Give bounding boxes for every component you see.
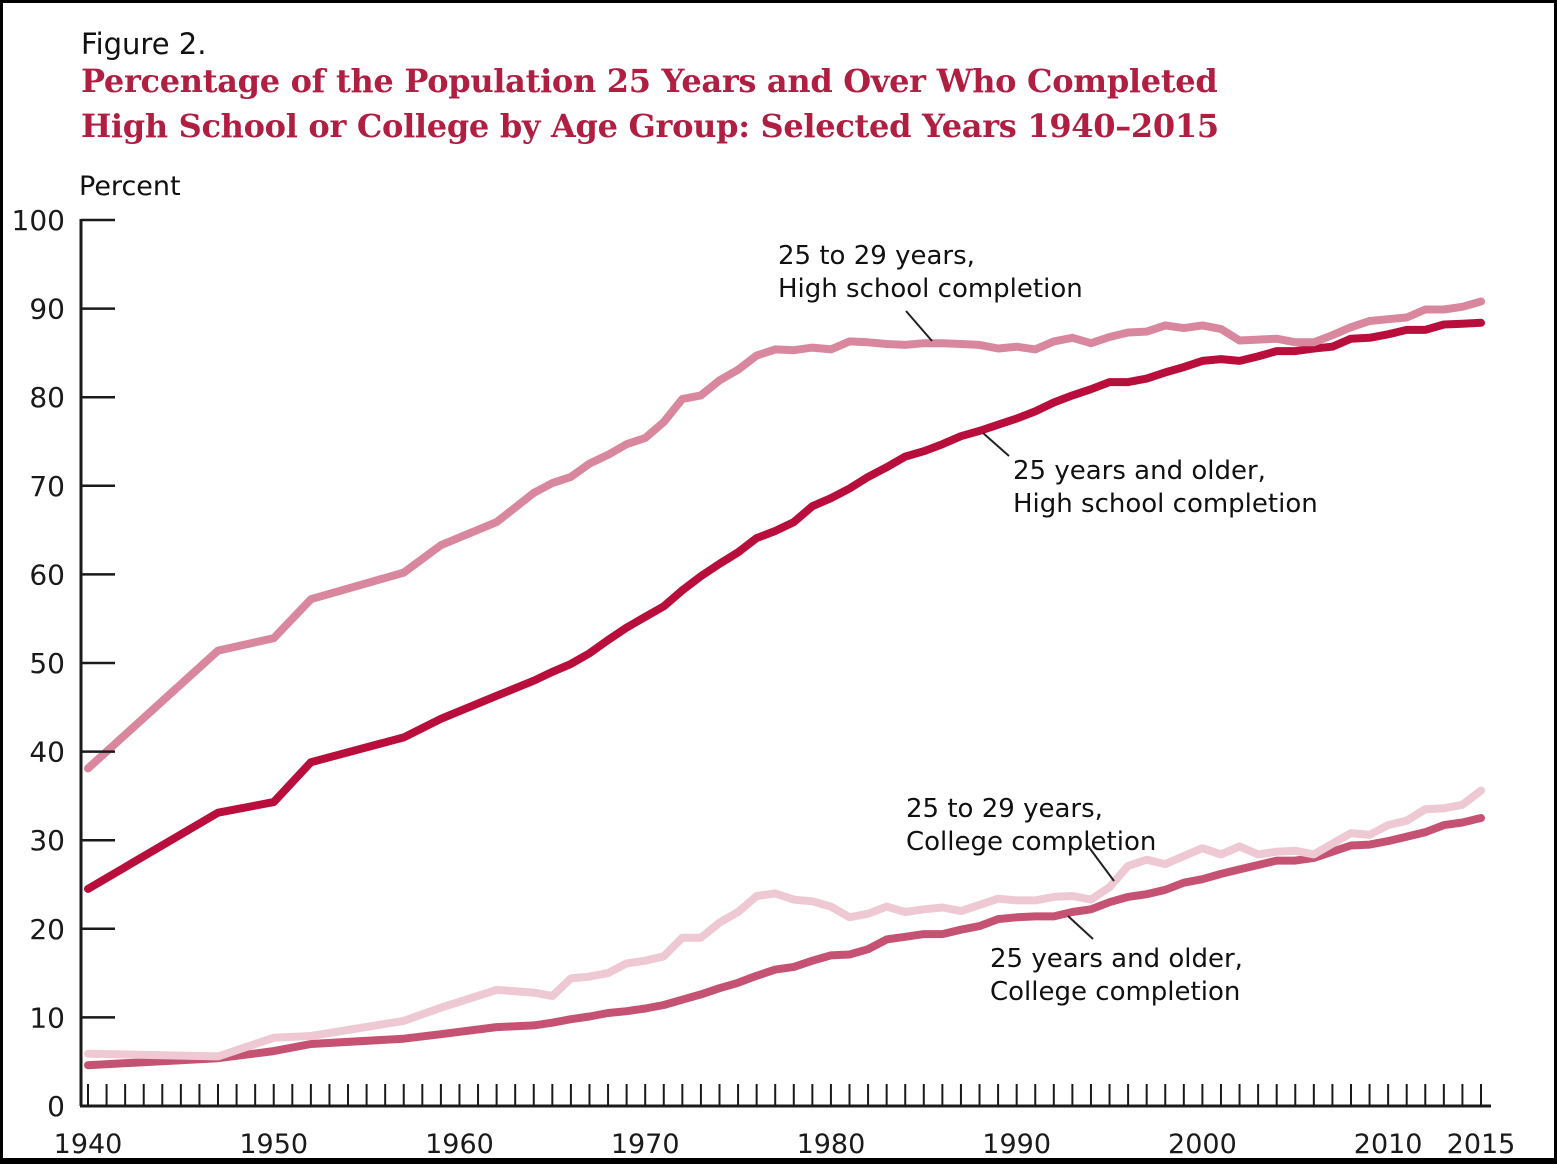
annotation-college-25-plus-line2: College completion xyxy=(990,977,1241,1007)
y-axis-tick-label: 40 xyxy=(29,736,65,769)
y-axis-tick-label: 70 xyxy=(29,470,65,503)
annotation-college-25-plus-line1: 25 years and older, xyxy=(990,944,1243,974)
y-axis-tick-label: 50 xyxy=(29,647,65,680)
figure-number: Figure 2. xyxy=(81,27,207,61)
chart-title-line2: High School or College by Age Group: Sel… xyxy=(81,107,1219,145)
series-line-2 xyxy=(84,786,1485,1061)
annotation-college-25-29-line1: 25 to 29 years, xyxy=(906,794,1103,824)
x-axis-tick-label: 1940 xyxy=(54,1129,123,1160)
y-axis-tick-label: 60 xyxy=(29,558,65,591)
x-axis-tick-label: 2000 xyxy=(1168,1129,1237,1160)
x-axis-tick-label: 1950 xyxy=(239,1129,308,1160)
leader-line-college-25-29 xyxy=(1087,845,1115,882)
annotation-college-25-29: 25 to 29 years, College completion xyxy=(906,793,1156,859)
series-line-1 xyxy=(84,318,1485,893)
series-line-0 xyxy=(84,297,1485,773)
series-line-3 xyxy=(84,814,1485,1070)
chart-title-line1: Percentage of the Population 25 Years an… xyxy=(81,62,1218,100)
y-axis-tick-label: 20 xyxy=(29,913,65,946)
annotation-hs-25-plus-line2: High school completion xyxy=(1013,489,1318,519)
annotation-hs-25-plus-line1: 25 years and older, xyxy=(1013,456,1266,486)
y-axis-tick-label: 30 xyxy=(29,824,65,857)
annotation-college-25-plus: 25 years and older, College completion xyxy=(990,943,1243,1009)
y-axis-tick-label: 0 xyxy=(47,1090,65,1123)
x-axis-tick-label: 1970 xyxy=(611,1129,680,1160)
annotation-hs-25-plus: 25 years and older, High school completi… xyxy=(1013,455,1318,521)
chart-title: Percentage of the Population 25 Years an… xyxy=(81,59,1219,149)
x-axis-tick-label: 1960 xyxy=(425,1129,494,1160)
x-axis-tick-label: 1980 xyxy=(797,1129,866,1160)
chart-canvas: 2015201020001990198019701960195019401009… xyxy=(12,204,1516,1160)
x-axis-tick-label: 1990 xyxy=(982,1129,1051,1160)
y-axis-title: Percent xyxy=(79,171,181,202)
leader-line-hs-25-plus xyxy=(982,432,1010,457)
annotation-hs-25-29-line1: 25 to 29 years, xyxy=(778,241,975,271)
leader-line-hs-25-29 xyxy=(905,310,933,342)
leader-line-college-25-plus xyxy=(1067,915,1094,940)
annotation-hs-25-29-line2: High school completion xyxy=(778,274,1083,304)
annotation-hs-25-29: 25 to 29 years, High school completion xyxy=(778,240,1083,306)
x-axis-tick-label: 2015 xyxy=(1447,1129,1516,1160)
y-axis-tick-label: 100 xyxy=(12,204,65,237)
y-axis-tick-label: 90 xyxy=(29,293,65,326)
y-axis-tick-label: 80 xyxy=(29,381,65,414)
annotation-college-25-29-line2: College completion xyxy=(906,827,1157,857)
x-axis-tick-label: 2010 xyxy=(1354,1129,1423,1160)
y-axis-tick-label: 10 xyxy=(29,1001,65,1034)
